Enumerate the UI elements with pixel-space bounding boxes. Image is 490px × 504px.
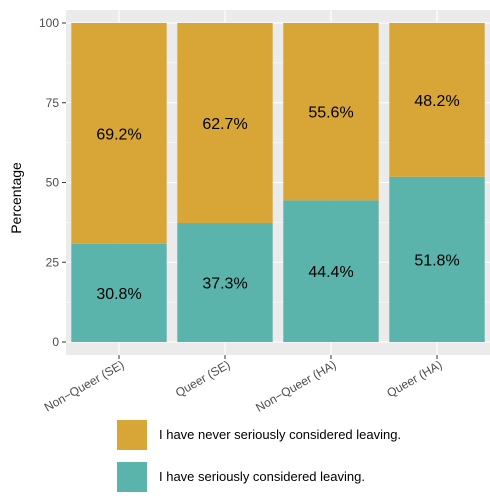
data-label: 69.2%	[96, 126, 141, 143]
y-tick-label: 100	[39, 16, 59, 30]
bar-segment	[71, 23, 167, 244]
data-label: 55.6%	[308, 105, 353, 122]
bar-segment	[177, 23, 273, 224]
data-label: 48.2%	[414, 93, 459, 110]
legend-swatch-never	[117, 420, 147, 450]
bars	[71, 23, 485, 342]
data-labels: 30.8% 69.2% 37.3% 62.7% 44.4% 55.6% 51.8% 48.2%	[96, 93, 459, 303]
legend-label-considered: I have seriously considered leaving.	[159, 469, 365, 484]
data-label: 30.8%	[96, 286, 141, 303]
y-tick-label: 75	[46, 96, 60, 110]
data-label: 62.7%	[202, 116, 247, 133]
data-label: 51.8%	[414, 252, 459, 269]
data-label: 44.4%	[308, 264, 353, 281]
y-axis-title: Percentage	[8, 162, 24, 234]
bar-segment	[389, 23, 485, 177]
y-tick-label: 25	[46, 255, 60, 269]
x-tick-label: Queer (SE)	[173, 357, 233, 399]
bar-segment	[71, 243, 167, 342]
y-tick-label: 50	[46, 176, 60, 190]
y-axis: 0 25 50 75 100	[39, 16, 66, 349]
stacked-bar-chart: 30.8% 69.2% 37.3% 62.7% 44.4% 55.6% 51.8% 48.2%…	[8, 10, 490, 415]
legend-label-never: I have never seriously considered leavin…	[159, 427, 402, 442]
legend-swatch-considered	[117, 462, 147, 492]
bar-segment	[177, 223, 273, 342]
x-tick-label: Non−Queer (SE)	[42, 357, 127, 414]
bar-segment	[389, 176, 485, 342]
x-axis: Non−Queer (SE) Queer (SE) Non−Queer (HA) Qu…	[42, 355, 445, 415]
bar-segment	[283, 23, 379, 201]
chart: 30.8% 69.2% 37.3% 62.7% 44.4% 55.6% 51.8% 48.2%…	[8, 10, 490, 492]
bar-segment	[283, 200, 379, 342]
y-tick-label: 0	[52, 335, 59, 349]
data-label: 37.3%	[202, 276, 247, 293]
x-tick-label: Non−Queer (HA)	[253, 357, 338, 414]
x-tick-label: Queer (HA)	[384, 357, 444, 400]
